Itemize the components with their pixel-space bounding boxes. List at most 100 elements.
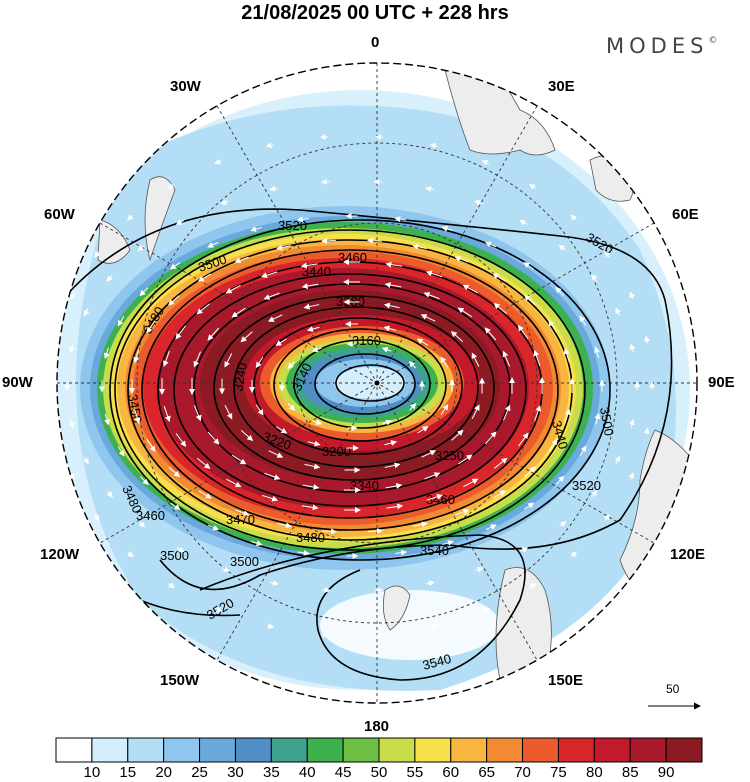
contour-label: 3500: [597, 406, 617, 437]
wind-vector: [127, 551, 134, 558]
wind-vector: [267, 314, 283, 322]
wind-vector: [563, 348, 570, 363]
colorbar-label: 10: [83, 764, 101, 781]
wind-vector: [196, 303, 210, 315]
wind-vector: [430, 623, 439, 630]
wind-vector: [519, 220, 528, 226]
wind-vector: [126, 214, 134, 221]
wind-vector: [301, 283, 319, 290]
wind-vector: [524, 294, 536, 306]
colorbar-swatch: [450, 737, 488, 763]
lon-label-90w: 90W: [2, 374, 33, 391]
wind-vector: [311, 346, 322, 353]
wind-vector: [193, 405, 202, 422]
wind-vector: [133, 348, 140, 364]
wind-vector: [367, 237, 383, 244]
wind-vector: [604, 250, 611, 258]
wind-vector: [529, 583, 537, 589]
wind-vector: [207, 327, 220, 341]
colorbar-label: 60: [442, 764, 460, 781]
wind-vector: [628, 418, 635, 428]
contour-label: 3470: [226, 512, 255, 527]
wind-vector: [68, 419, 75, 429]
wind-vector: [416, 338, 429, 346]
wind-vector: [421, 450, 437, 458]
wind-vector: [198, 490, 212, 499]
wind-vector: [533, 349, 541, 367]
wind-vector: [83, 456, 89, 465]
pole-marker: [374, 380, 380, 386]
wind-vector: [57, 428, 60, 437]
colorbar-label: 50: [370, 764, 388, 781]
wind-vector: [320, 631, 329, 638]
wind-vector: [297, 549, 310, 556]
wind-vector: [300, 262, 318, 269]
wind-vector: [301, 504, 319, 511]
wind-vector: [225, 284, 241, 294]
wind-vector: [139, 287, 149, 297]
colorbar-label: 85: [621, 764, 639, 781]
contour-label: 3520: [278, 218, 307, 233]
wind-vector: [261, 494, 279, 502]
wind-vector: [555, 475, 565, 485]
contour-label: 3340: [350, 478, 379, 493]
wind-vector: [93, 514, 100, 522]
wind-vector: [474, 200, 483, 206]
wind-vector: [231, 454, 247, 465]
reference-vector-label: 50: [666, 682, 680, 696]
lon-label-0: 0: [371, 34, 380, 51]
wind-vector: [306, 326, 320, 332]
colorbar-swatch: [629, 737, 667, 763]
wind-vector: [367, 528, 383, 535]
wind-vector: [471, 404, 480, 419]
contour-label: 3450: [125, 393, 145, 424]
wind-vector: [193, 351, 201, 368]
wind-vector: [615, 307, 621, 316]
wind-vector: [134, 409, 141, 424]
colorbar-swatch: [306, 737, 344, 763]
colorbar-label: 75: [550, 764, 567, 781]
colorbar-swatch: [127, 737, 165, 763]
wind-vector: [395, 549, 408, 556]
wind-speed-shading: [57, 63, 697, 703]
wind-vector: [104, 413, 110, 426]
wind-vector: [492, 273, 506, 282]
wind-vector: [412, 243, 427, 250]
wind-vector: [381, 346, 392, 353]
contour-label: 3540: [420, 543, 449, 558]
wind-vector: [250, 540, 263, 547]
wind-vector: [494, 457, 508, 469]
colorbar-label: 15: [119, 764, 137, 781]
wind-vector: [471, 352, 480, 367]
lon-label-60e: 60E: [672, 206, 699, 223]
wind-vector: [103, 347, 110, 360]
wind-vector: [263, 292, 280, 300]
colorbar-swatch: [270, 737, 308, 763]
brand-name: MODES: [606, 34, 709, 58]
wind-vector: [558, 244, 567, 251]
contour-label: 3500: [160, 548, 189, 563]
wind-vector: [579, 315, 587, 326]
contour-label: 3250: [435, 448, 464, 463]
wind-vector: [629, 343, 636, 353]
wind-vector: [197, 273, 212, 282]
wind-vector: [425, 270, 443, 278]
wind-vector: [221, 566, 230, 572]
colorbar-label: 20: [155, 764, 172, 781]
wind-vector: [287, 361, 295, 369]
wind-vector: [555, 286, 565, 296]
wind-vector: [384, 440, 398, 446]
wind-vector: [303, 303, 320, 310]
wind-vector: [146, 439, 156, 453]
wind-vector: [579, 445, 587, 457]
wind-vector: [384, 282, 402, 288]
wind-vector: [69, 344, 76, 354]
lon-label-60w: 60W: [44, 206, 75, 223]
wind-vector: [234, 256, 249, 264]
wind-vector: [94, 251, 101, 259]
wind-vector: [548, 438, 558, 452]
wind-vector: [450, 330, 464, 342]
wind-vector: [502, 350, 511, 367]
wind-vector: [386, 503, 404, 510]
wind-vector: [321, 237, 337, 244]
